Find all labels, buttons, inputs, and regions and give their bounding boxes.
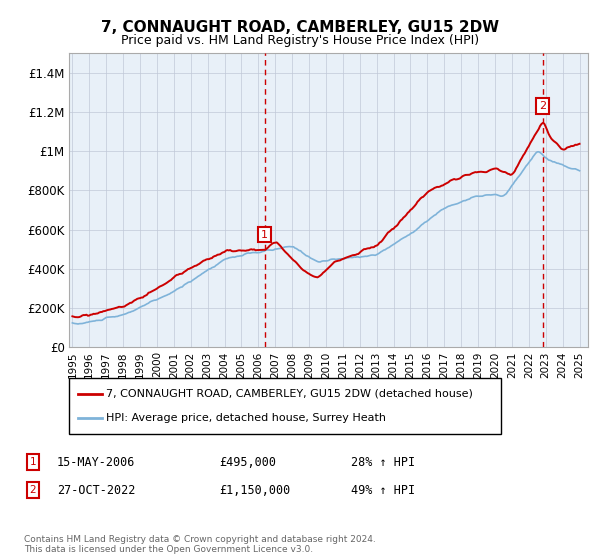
Text: Price paid vs. HM Land Registry's House Price Index (HPI): Price paid vs. HM Land Registry's House … [121, 34, 479, 46]
Text: 1: 1 [29, 457, 37, 467]
Text: 28% ↑ HPI: 28% ↑ HPI [351, 455, 415, 469]
Text: Contains HM Land Registry data © Crown copyright and database right 2024.
This d: Contains HM Land Registry data © Crown c… [24, 535, 376, 554]
Text: 7, CONNAUGHT ROAD, CAMBERLEY, GU15 2DW: 7, CONNAUGHT ROAD, CAMBERLEY, GU15 2DW [101, 20, 499, 35]
Text: £1,150,000: £1,150,000 [219, 483, 290, 497]
Text: £495,000: £495,000 [219, 455, 276, 469]
Text: 7, CONNAUGHT ROAD, CAMBERLEY, GU15 2DW (detached house): 7, CONNAUGHT ROAD, CAMBERLEY, GU15 2DW (… [106, 389, 473, 399]
Text: 15-MAY-2006: 15-MAY-2006 [57, 455, 136, 469]
Text: 2: 2 [539, 101, 546, 111]
Text: HPI: Average price, detached house, Surrey Heath: HPI: Average price, detached house, Surr… [106, 413, 386, 423]
Text: 2: 2 [29, 485, 37, 495]
Text: 49% ↑ HPI: 49% ↑ HPI [351, 483, 415, 497]
Text: 1: 1 [261, 230, 268, 240]
Text: 27-OCT-2022: 27-OCT-2022 [57, 483, 136, 497]
